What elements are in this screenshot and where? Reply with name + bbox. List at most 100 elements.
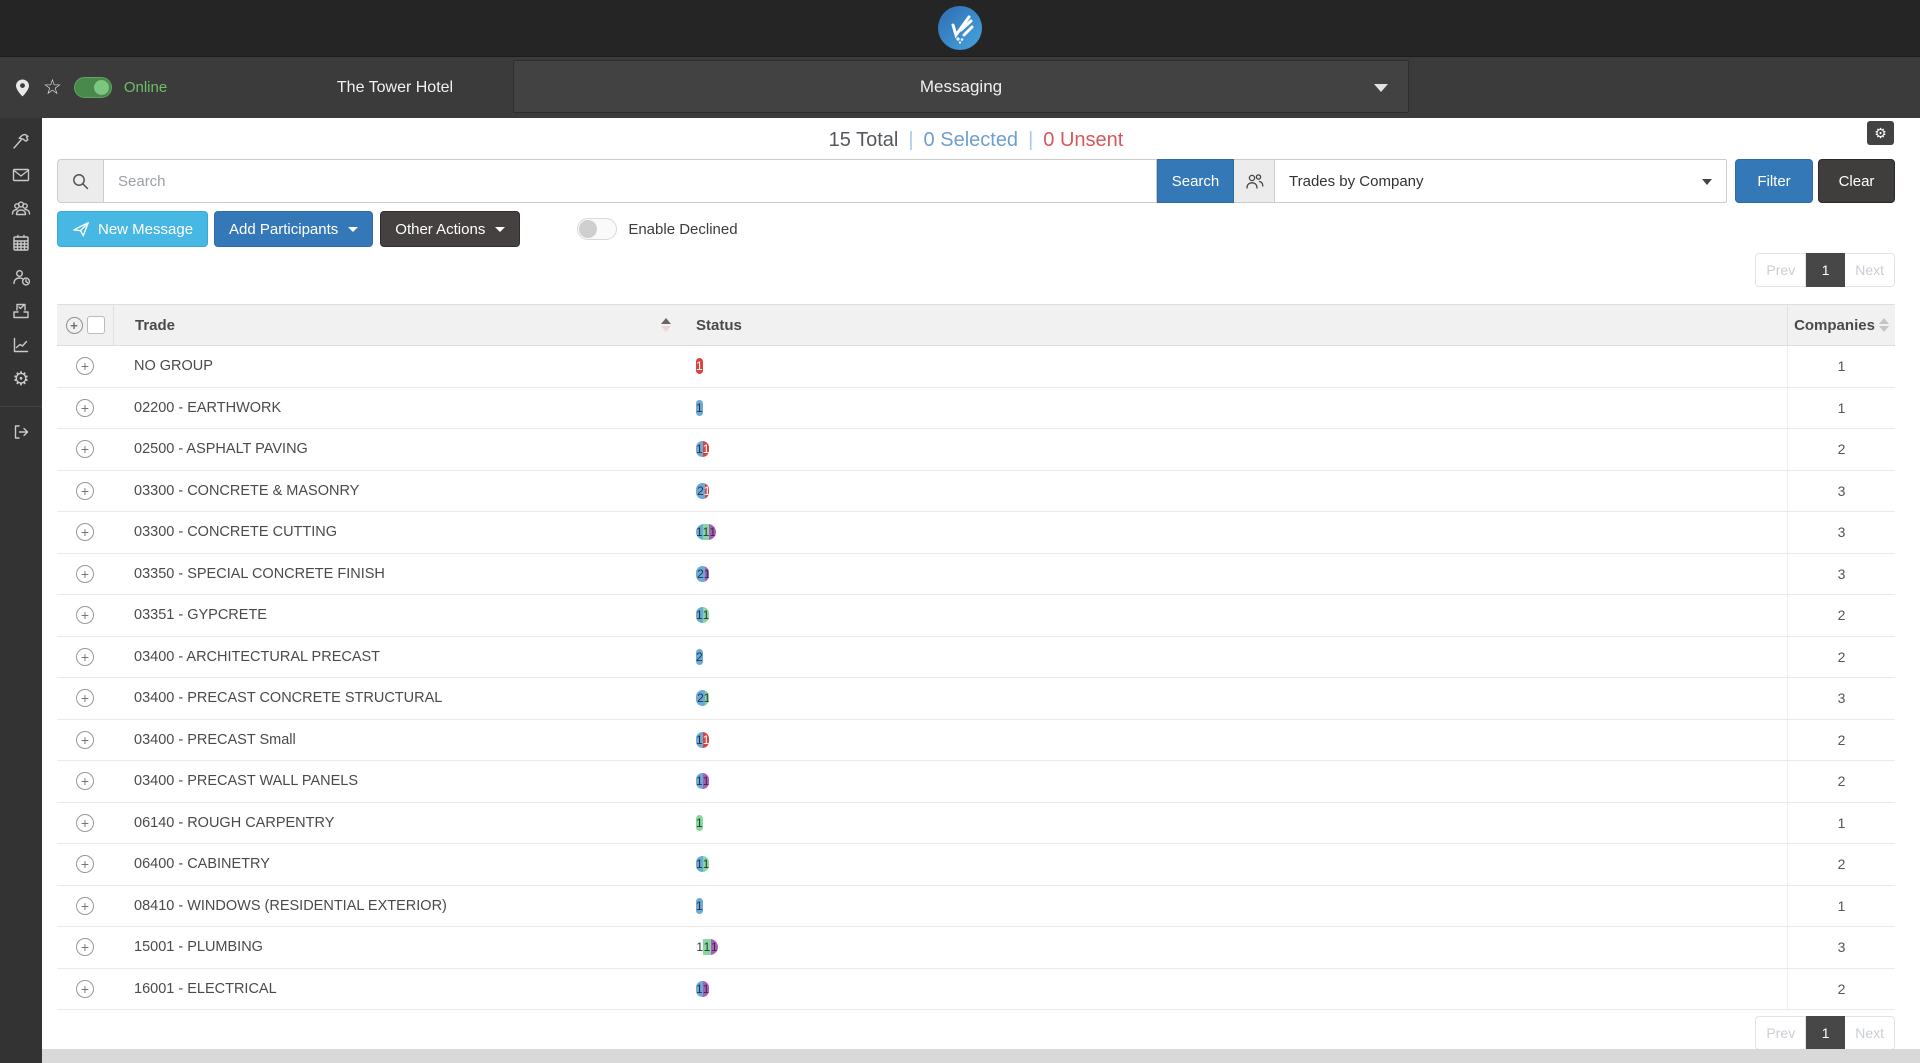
trade-name: 08410 - WINDOWS (RESIDENTIAL EXTERIOR) [134,897,447,914]
trade-header-label: Trade [135,316,176,334]
app-logo[interactable] [938,6,982,50]
prev-page-button[interactable]: Prev [1755,253,1807,287]
expand-row-icon[interactable]: + [76,689,94,708]
expand-row-icon[interactable]: + [76,855,94,874]
page-settings-button[interactable]: ⚙ [1867,121,1894,145]
expand-row-icon[interactable]: + [76,523,94,542]
location-pin-icon[interactable] [14,78,31,98]
prev-page-button[interactable]: Prev [1755,1016,1807,1050]
status-segment-blue: 1 [696,773,703,790]
trade-column-header[interactable]: Trade [113,305,683,345]
next-page-button[interactable]: Next [1845,1016,1895,1050]
module-select[interactable]: Messaging [513,60,1409,113]
expand-row-icon[interactable]: + [76,772,94,791]
status-segment-blue: 1 [696,607,703,624]
expand-row-icon[interactable]: + [76,730,94,749]
user-clock-icon [12,270,30,286]
expand-row-icon[interactable]: + [76,647,94,666]
online-toggle[interactable] [73,77,112,98]
expand-row-icon[interactable]: + [76,481,94,500]
message-stats: 15 Total | 0 Selected | 0 Unsent [57,126,1895,154]
table-row[interactable]: + 03400 - ARCHITECTURAL PRECAST 2 2 [57,636,1895,678]
companies-count: 3 [1837,524,1846,541]
companies-count: 3 [1837,939,1846,956]
search-addon [57,159,104,203]
search-input[interactable] [104,159,1157,203]
sidebar-item-bids[interactable] [0,294,42,328]
sidebar-item-calendar[interactable] [0,226,42,260]
expand-row-icon[interactable]: + [76,440,94,459]
trade-name: 03300 - CONCRETE & MASONRY [134,482,360,499]
sidebar: ⚙ [0,118,42,1063]
add-participants-button[interactable]: Add Participants [214,211,374,247]
sidebar-item-companies[interactable] [0,192,42,226]
sort-icon [1878,318,1889,332]
next-page-button[interactable]: Next [1845,253,1895,287]
view-select-value: Trades by Company [1289,172,1424,190]
enable-declined-knob [579,220,598,238]
table-row[interactable]: + NO GROUP 1 1 [57,346,1895,388]
expand-row-icon[interactable]: + [76,357,94,376]
users-group-icon [11,201,31,216]
expand-row-icon[interactable]: + [76,896,94,915]
current-page-button[interactable]: 1 [1806,253,1846,287]
status-segment-white: 1 [696,939,704,956]
status-header-label: Status [696,316,742,334]
sidebar-item-messages[interactable] [0,158,42,192]
select-all-checkbox[interactable] [86,316,105,334]
sidebar-item-reports[interactable] [0,328,42,362]
favorite-star-icon[interactable]: ☆ [43,76,62,99]
expand-row-icon[interactable]: + [76,564,94,583]
status-segment-red: 1 [702,441,710,458]
status-bar: 1 [696,897,703,914]
current-page-button[interactable]: 1 [1806,1016,1846,1050]
sidebar-item-logout[interactable] [0,415,42,449]
view-select[interactable]: Trades by Company [1275,159,1727,203]
table-row[interactable]: + 08410 - WINDOWS (RESIDENTIAL EXTERIOR)… [57,885,1895,927]
selected-count[interactable]: 0 Selected [923,128,1019,151]
expand-row-icon[interactable]: + [76,398,94,417]
new-message-button[interactable]: New Message [57,211,209,247]
companies-count: 2 [1837,773,1846,790]
sidebar-item-projects[interactable] [0,124,42,158]
other-actions-button[interactable]: Other Actions [380,211,521,247]
table-row[interactable]: + 06140 - ROUGH CARPENTRY 1 1 [57,802,1895,844]
expand-row-icon[interactable]: + [76,938,94,957]
companies-column-header[interactable]: Companies [1787,305,1895,345]
expand-row-icon[interactable]: + [76,606,94,625]
table-header: + Trade Status Companies [57,304,1895,346]
trade-name: 03400 - PRECAST CONCRETE STRUCTURAL [134,690,443,707]
expand-row-icon[interactable]: + [76,979,94,998]
search-button[interactable]: Search [1157,159,1234,203]
sort-asc-icon [661,318,671,332]
companies-count: 1 [1837,399,1846,416]
status-segment-blue: 2 [696,482,705,499]
clear-button[interactable]: Clear [1818,159,1895,203]
pagination-top: Prev 1 Next [1755,253,1895,287]
sidebar-item-contacts[interactable] [0,260,42,294]
unsent-count[interactable]: 0 Unsent [1043,128,1124,151]
enable-declined-toggle[interactable] [577,218,618,240]
expand-all-icon[interactable]: + [65,316,83,334]
filter-button[interactable]: Filter [1735,159,1813,203]
trade-name: 15001 - PLUMBING [134,939,263,956]
table-row[interactable]: + 02200 - EARTHWORK 1 1 [57,387,1895,429]
expand-row-icon[interactable]: + [76,813,94,832]
status-segment-blue: 1 [696,441,703,458]
status-segment-blue: 2 [696,648,703,665]
sidebar-item-settings[interactable]: ⚙ [0,362,42,396]
